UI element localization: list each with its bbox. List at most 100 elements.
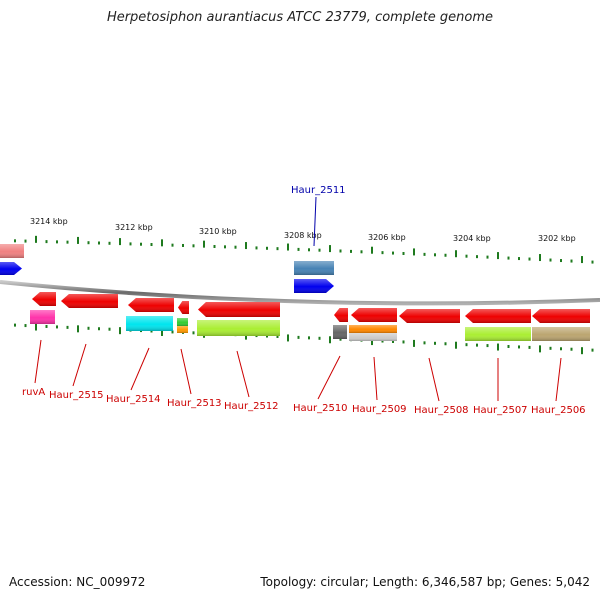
- tick-mark: [14, 323, 16, 327]
- tick-mark: [350, 249, 352, 253]
- gene-label-haur-2507[interactable]: Haur_2507: [473, 405, 528, 416]
- tick-mark: [287, 334, 289, 342]
- tick-mark: [371, 246, 373, 254]
- gene-feature-shading: [532, 309, 590, 323]
- tick-mark: [119, 327, 121, 335]
- leader-line: [373, 356, 378, 401]
- tick-mark: [66, 325, 69, 329]
- gene-label-haur-2509[interactable]: Haur_2509: [352, 404, 407, 415]
- tick-mark: [423, 341, 426, 345]
- gene-feature-shading: [177, 318, 188, 326]
- tick-mark: [245, 242, 247, 250]
- tick-mark: [129, 242, 132, 246]
- tick-mark: [465, 343, 468, 347]
- tick-mark: [560, 259, 562, 263]
- tick-mark: [308, 248, 310, 252]
- tick-mark: [308, 336, 310, 340]
- tick-mark: [413, 339, 415, 347]
- scale-label: 3202 kbp: [538, 234, 576, 243]
- gene-label-ruvA[interactable]: ruvA: [22, 387, 45, 398]
- tick-mark: [423, 252, 426, 256]
- tick-mark: [507, 256, 510, 260]
- gene-label-haur-2512[interactable]: Haur_2512: [224, 401, 279, 412]
- tick-mark: [14, 239, 16, 243]
- tick-mark: [329, 245, 331, 253]
- tick-mark: [591, 348, 594, 352]
- scale-labels: 3214 kbp 3212 kbp 3210 kbp 3208 kbp 3206…: [30, 217, 576, 243]
- tick-mark: [287, 243, 289, 251]
- gene-label-haur-2510[interactable]: Haur_2510: [293, 403, 348, 414]
- tick-mark: [24, 324, 27, 328]
- tick-mark: [255, 246, 258, 250]
- gene-feature-shading: [465, 309, 531, 323]
- tick-mark: [570, 259, 573, 263]
- gene-leader-lines: [34, 196, 562, 402]
- tick-mark: [150, 329, 153, 333]
- gene-feature-shading: [333, 325, 347, 339]
- gene-feature-shading: [349, 333, 397, 341]
- tick-mark: [56, 325, 58, 329]
- gene-label-haur-2508[interactable]: Haur_2508: [414, 405, 469, 416]
- tick-mark: [45, 324, 48, 328]
- gene-feature-shading: [0, 244, 24, 258]
- leader-line: [555, 357, 562, 402]
- tick-mark: [455, 250, 457, 258]
- tick-mark: [486, 255, 489, 259]
- leader-line: [34, 339, 42, 384]
- leader-line: [236, 350, 250, 398]
- gene-feature-shading: [30, 310, 55, 324]
- tick-mark: [434, 253, 436, 257]
- gene-label-haur-2511[interactable]: Haur_2511: [291, 185, 346, 196]
- tick-mark: [87, 326, 90, 330]
- gene-feature-shading: [198, 302, 280, 317]
- tick-mark: [203, 240, 205, 248]
- tick-mark: [77, 325, 79, 333]
- tick-mark: [402, 251, 405, 255]
- tick-mark: [539, 254, 541, 262]
- leader-line: [72, 343, 87, 387]
- gene-feature-shading: [399, 309, 460, 323]
- gene-label-haur-2514[interactable]: Haur_2514: [106, 394, 161, 405]
- tick-mark: [444, 253, 447, 257]
- tick-mark: [108, 241, 111, 245]
- tick-mark: [318, 336, 321, 340]
- gene-feature-shading: [32, 292, 56, 306]
- tick-mark: [87, 241, 90, 245]
- tick-mark: [266, 246, 268, 250]
- gene-label-haur-2515[interactable]: Haur_2515: [49, 390, 104, 401]
- tick-mark: [465, 254, 468, 258]
- tick-mark: [570, 347, 573, 351]
- tick-mark: [98, 241, 100, 245]
- tick-mark: [581, 347, 583, 355]
- gene-label-haur-2513[interactable]: Haur_2513: [167, 398, 222, 409]
- tick-mark: [444, 342, 447, 346]
- scale-label: 3206 kbp: [368, 233, 406, 242]
- leader-line: [130, 347, 150, 391]
- tick-mark: [518, 345, 520, 349]
- gene-feature-shading: [465, 327, 531, 341]
- tick-mark: [266, 334, 268, 338]
- gene-feature-shading: [349, 325, 397, 333]
- tick-mark: [339, 249, 342, 253]
- tick-mark: [581, 256, 583, 264]
- scale-label: 3210 kbp: [199, 227, 237, 236]
- scale-label: 3212 kbp: [115, 223, 153, 232]
- gene-label-haur-2506[interactable]: Haur_2506: [531, 405, 586, 416]
- tick-mark: [108, 327, 111, 331]
- tick-mark: [77, 236, 79, 244]
- tick-mark: [381, 251, 384, 255]
- tick-mark: [591, 260, 594, 264]
- gene-feature-shading: [351, 308, 397, 322]
- tick-mark: [192, 331, 195, 335]
- gene-labels: ruvA Haur_2515 Haur_2514 Haur_2513 Haur_…: [22, 185, 586, 416]
- scale-label: 3214 kbp: [30, 217, 68, 226]
- tick-mark: [528, 345, 531, 349]
- genome-title: Herpetosiphon aurantiacus ATCC 23779, co…: [106, 10, 494, 25]
- tick-mark: [507, 344, 510, 348]
- gene-feature-shading: [0, 262, 22, 275]
- tick-mark: [276, 334, 279, 338]
- tick-mark: [476, 343, 478, 347]
- tick-mark: [413, 248, 415, 256]
